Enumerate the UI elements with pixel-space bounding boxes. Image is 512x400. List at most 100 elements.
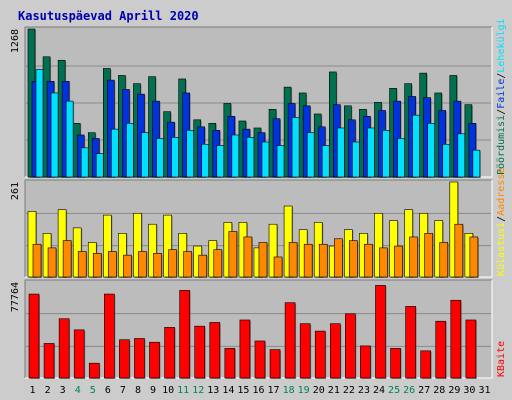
- visits-sites-bar-aadresse: [394, 245, 403, 278]
- visits-sites-bar-aadresse: [364, 243, 373, 278]
- kbytes-bar-kbaite: [465, 319, 477, 379]
- hits-files-pages-bar-lehek-lgi: [246, 137, 255, 178]
- visits-sites-bar-aadresse: [333, 238, 343, 278]
- hits-files-pages-bar-lehek-lgi: [35, 69, 44, 178]
- kbytes-bar-kbaite: [420, 350, 431, 379]
- visits-sites-bar-aadresse: [108, 251, 117, 278]
- x-tick-label: 18: [283, 385, 295, 396]
- chart-title: Kasutuspäevad Aprill 2020: [18, 9, 199, 23]
- visits-sites-bar-aadresse: [243, 236, 253, 278]
- x-tick-label: 8: [135, 385, 141, 396]
- x-tick-label: 23: [358, 385, 370, 396]
- visits-sites-bar-aadresse: [424, 233, 433, 278]
- visits-sites-bar-aadresse: [32, 243, 42, 278]
- x-tick-label: 2: [45, 385, 51, 396]
- legend-visits-sites: Külastusi/Aadresse: [496, 168, 507, 276]
- x-tick-label: 5: [90, 385, 96, 396]
- x-tick-label: 4: [75, 385, 81, 396]
- kbytes-bar-kbaite: [134, 338, 145, 379]
- kbytes-bar-kbaite: [375, 285, 386, 379]
- x-tick-label: 26: [403, 385, 415, 396]
- x-tick-label: 30: [463, 385, 475, 396]
- visits-sites-bar-k-lastusi: [103, 214, 112, 278]
- hits-files-pages-bar-lehek-lgi: [457, 133, 466, 178]
- hits-files-pages-bar-lehek-lgi: [397, 138, 405, 178]
- visits-sites-bar-k-lastusi: [163, 214, 172, 278]
- visits-sites-plot-area-shadow: [24, 179, 492, 277]
- visits-sites-bar-aadresse: [153, 253, 162, 278]
- hits-files-pages-bar-lehek-lgi: [95, 153, 104, 178]
- visits-sites-bar-aadresse: [439, 242, 449, 278]
- visits-sites-ymax-label: 261: [10, 182, 21, 200]
- x-tick-label: 12: [192, 385, 204, 396]
- kbytes-bar-kbaite: [224, 348, 236, 379]
- visits-sites-bar-aadresse: [168, 249, 177, 278]
- x-tick-label: 25: [388, 385, 400, 396]
- hits-files-pages-bar-lehek-lgi: [171, 137, 179, 178]
- x-tick-label: 14: [222, 385, 234, 396]
- visits-sites-bar-aadresse: [47, 247, 57, 278]
- x-tick-label: 19: [298, 385, 310, 396]
- x-tick-label: 29: [448, 385, 460, 396]
- hits-files-pages-bar-lehek-lgi: [201, 144, 210, 178]
- x-tick-label: 9: [150, 385, 156, 396]
- visits-sites-bar-k-lastusi: [268, 223, 278, 278]
- visits-sites-bar-aadresse: [228, 231, 238, 278]
- visits-sites-bar-aadresse: [62, 240, 72, 278]
- kbytes-bar-kbaite: [284, 302, 296, 379]
- hits-files-pages-bar-lehek-lgi: [216, 145, 225, 178]
- hits-files-pages-bar-lehek-lgi: [442, 144, 451, 178]
- kbytes-bar-kbaite: [405, 306, 416, 379]
- hits-files-pages-bar-lehek-lgi: [382, 130, 390, 178]
- hits-files-pages-bar-lehek-lgi: [367, 127, 375, 178]
- visits-sites-bar-aadresse: [183, 251, 192, 278]
- kbytes-bar-kbaite: [390, 348, 401, 379]
- hits-files-pages-ymax-label: 1268: [10, 29, 21, 53]
- kbytes-plot-area-shadow: [24, 279, 492, 378]
- kbytes-bar-kbaite: [28, 293, 40, 379]
- legend-hits-files-pages: Pöördumisi/Faile/Lehekülgi: [496, 18, 507, 175]
- kbytes-bar-kbaite: [329, 323, 341, 379]
- kbytes-bar-kbaite: [209, 322, 221, 379]
- hits-files-pages-bar-lehek-lgi: [80, 147, 89, 178]
- hits-files-pages-bar-lehek-lgi: [321, 145, 330, 178]
- hits-files-pages-bar-lehek-lgi: [186, 130, 194, 178]
- hits-files-pages-bar-lehek-lgi: [261, 141, 270, 178]
- kbytes-bar-kbaite: [43, 343, 55, 379]
- hits-files-pages-bar-lehek-lgi: [50, 92, 59, 178]
- visits-sites-bar-aadresse: [469, 236, 479, 278]
- visits-sites-bar-k-lastusi: [283, 205, 293, 278]
- x-tick-label: 21: [328, 385, 340, 396]
- kbytes-bar-kbaite: [119, 339, 130, 379]
- kbytes-bar-kbaite: [269, 349, 281, 379]
- kbytes-bar-kbaite: [345, 313, 356, 379]
- x-tick-label: 17: [268, 385, 280, 396]
- x-tick-label: 6: [105, 385, 111, 396]
- x-tick-label: 31: [478, 385, 490, 396]
- kbytes-ymax-label: 77764: [10, 282, 21, 312]
- hits-files-pages-bar-lehek-lgi: [427, 123, 435, 178]
- kbytes-bar-kbaite: [73, 329, 85, 379]
- kbytes-bar-kbaite: [194, 325, 206, 379]
- kbytes-bar-kbaite: [149, 341, 160, 379]
- hits-files-pages-bar-lehek-lgi: [412, 114, 420, 178]
- visits-sites-bar-aadresse: [349, 240, 358, 278]
- x-tick-label: 10: [162, 385, 174, 396]
- kbytes-panel: 77764: [10, 279, 493, 379]
- kbytes-bar-kbaite: [88, 362, 100, 379]
- kbytes-bar-kbaite: [254, 340, 266, 379]
- visits-sites-bar-k-lastusi: [148, 223, 157, 278]
- kbytes-bar-kbaite: [239, 319, 251, 379]
- x-tick-label: 24: [373, 385, 385, 396]
- x-tick-label: 22: [343, 385, 355, 396]
- hits-files-pages-bar-lehek-lgi: [276, 145, 285, 178]
- hits-files-pages-bar-lehek-lgi: [472, 149, 481, 178]
- visits-sites-bar-aadresse: [303, 243, 313, 278]
- kbytes-bar-kbaite: [104, 293, 115, 379]
- visits-sites-bar-aadresse: [77, 251, 87, 278]
- kbytes-bar-kbaite: [58, 318, 70, 379]
- kbytes-bar-kbaite: [450, 299, 462, 379]
- x-tick-label: 3: [60, 385, 66, 396]
- hits-files-pages-bar-lehek-lgi: [126, 123, 134, 178]
